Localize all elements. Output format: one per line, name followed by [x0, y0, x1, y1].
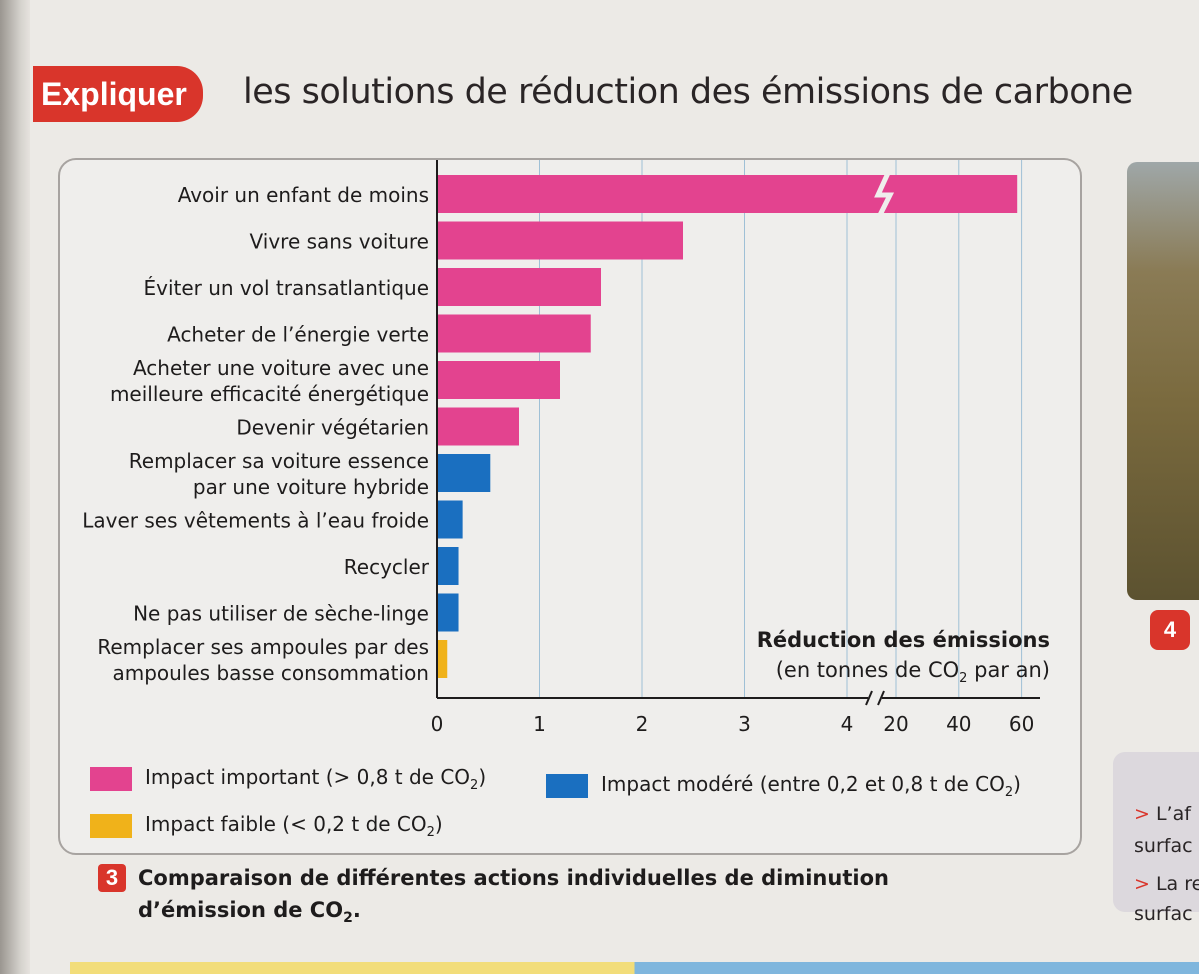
side-text-box [1113, 752, 1199, 912]
bar [437, 175, 1018, 213]
side-doc-number: 4 [1150, 610, 1190, 650]
figure-caption-text: Comparaison de différentes actions indiv… [138, 862, 889, 934]
x-axis-title: Réduction des émissions (en tonnes de CO… [705, 625, 1050, 694]
bar-break-mark [874, 171, 895, 217]
axis-break-mark [865, 690, 873, 706]
caption-line1: Comparaison de différentes actions indiv… [138, 866, 889, 890]
side-line-1: > L’af [1134, 803, 1191, 825]
category-label: Devenir végétarien [236, 416, 429, 440]
bar [437, 593, 459, 632]
x-tick-label: 60 [1009, 712, 1034, 736]
category-label: Ne pas utiliser de sèche-linge [133, 602, 429, 626]
x-tick-label: 40 [946, 712, 971, 736]
legend-label-important: Impact important (> 0,8 t de CO2) [145, 765, 487, 793]
category-label: Acheter une voiture avec une [133, 356, 429, 380]
x-tick-label: 2 [636, 712, 649, 736]
legend-label-faible: Impact faible (< 0,2 t de CO2) [145, 812, 443, 840]
side-line-4: surfac [1134, 903, 1193, 925]
category-label: par une voiture hybride [193, 475, 429, 499]
legend-swatch-important [90, 767, 132, 791]
legend-important: Impact important (> 0,8 t de CO2) [90, 765, 486, 793]
category-label: Remplacer sa voiture essence [129, 449, 429, 473]
x-axis-title-line2: (en tonnes de CO2 par an) [775, 658, 1050, 687]
legend-faible: Impact faible (< 0,2 t de CO2) [90, 812, 443, 840]
side-line-2: surfac [1134, 835, 1193, 857]
x-axis-title-line1: Réduction des émissions [756, 628, 1050, 652]
bar [437, 407, 519, 446]
section-header: Expliquer les solutions de réduction des… [33, 62, 1193, 124]
category-label: Avoir un enfant de moins [178, 183, 429, 207]
x-tick-label: 20 [883, 712, 908, 736]
category-label: Laver ses vêtements à l’eau froide [82, 509, 429, 533]
x-tick-label: 0 [431, 712, 444, 736]
next-section-strip [70, 962, 1199, 974]
bar [437, 640, 448, 678]
bar [437, 361, 560, 399]
legend-label-modere: Impact modéré (entre 0,2 et 0,8 t de CO2… [601, 772, 1021, 800]
section-title: les solutions de réduction des émissions… [243, 72, 1133, 112]
bar [437, 314, 591, 353]
bar [437, 221, 683, 260]
x-tick-label: 4 [841, 712, 854, 736]
category-label: meilleure efficacité énergétique [110, 382, 429, 406]
caption-line2: d’émission de CO2. [138, 898, 361, 927]
axis-break-mark [877, 690, 885, 706]
side-photo [1127, 162, 1199, 600]
category-label: Vivre sans voiture [250, 230, 429, 254]
legend-swatch-modere [546, 774, 588, 798]
figure-number: 3 [98, 864, 126, 892]
category-label: ampoules basse consommation [112, 661, 429, 685]
category-label: Remplacer ses ampoules par des [97, 635, 429, 659]
x-tick-label: 1 [533, 712, 546, 736]
category-label: Recycler [344, 555, 430, 579]
legend-swatch-faible [90, 814, 132, 838]
legend-modere: Impact modéré (entre 0,2 et 0,8 t de CO2… [546, 772, 1021, 800]
bar [437, 268, 601, 306]
side-line-3: > La re [1134, 873, 1199, 895]
bar [437, 500, 463, 539]
bar [437, 454, 491, 492]
category-label: Éviter un vol transatlantique [143, 276, 429, 300]
x-tick-label: 3 [738, 712, 751, 736]
book-spine [0, 0, 30, 974]
bar [437, 547, 459, 585]
category-label: Acheter de l’énergie verte [167, 323, 429, 347]
section-tag: Expliquer [33, 66, 203, 122]
